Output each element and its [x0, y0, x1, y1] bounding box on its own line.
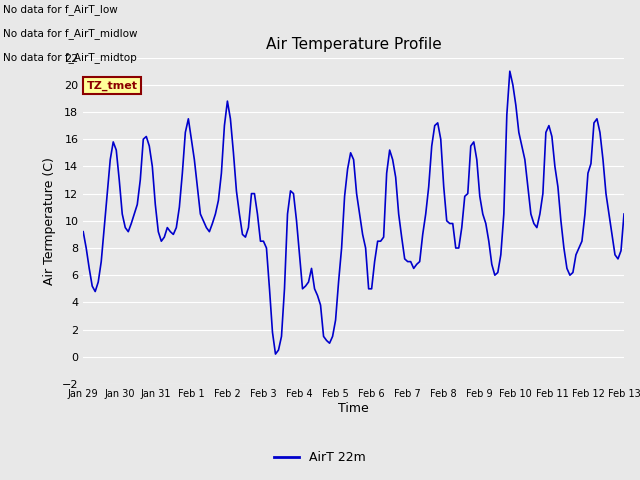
Legend: AirT 22m: AirT 22m: [269, 446, 371, 469]
Text: No data for f_AirT_low: No data for f_AirT_low: [3, 4, 118, 15]
Text: No data for f_AirT_midtop: No data for f_AirT_midtop: [3, 52, 137, 63]
Title: Air Temperature Profile: Air Temperature Profile: [266, 37, 442, 52]
Text: No data for f_AirT_midlow: No data for f_AirT_midlow: [3, 28, 138, 39]
X-axis label: Time: Time: [338, 402, 369, 415]
Text: TZ_tmet: TZ_tmet: [86, 81, 138, 91]
Y-axis label: Air Termperature (C): Air Termperature (C): [44, 157, 56, 285]
